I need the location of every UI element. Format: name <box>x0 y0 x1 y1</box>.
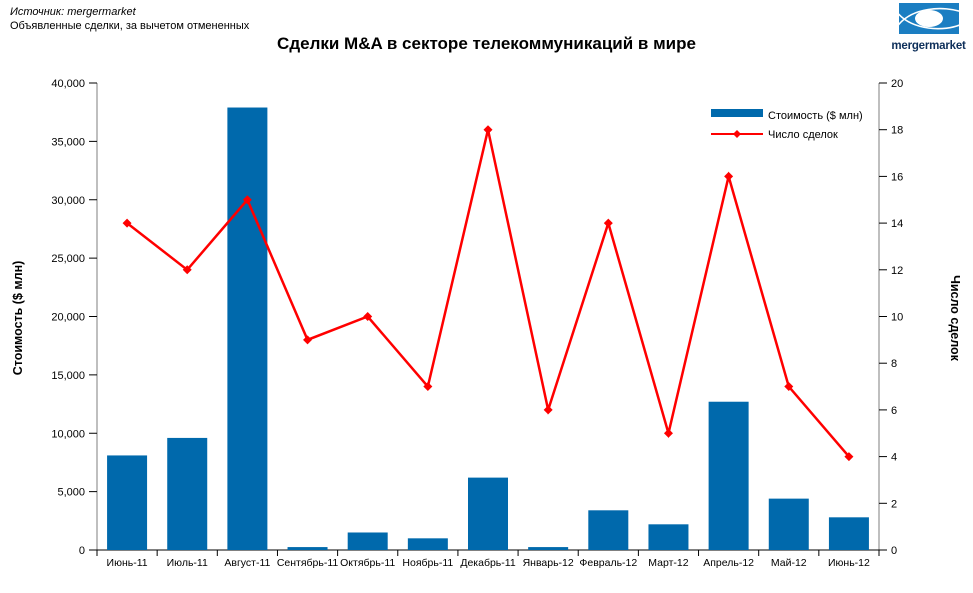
right-axis-tick-label: 16 <box>891 171 903 183</box>
chart-title: Сделки M&A в секторе телекоммуникаций в … <box>277 34 696 53</box>
line-point-Ноябрь-11 <box>423 382 433 392</box>
legend-line-marker <box>733 130 741 138</box>
x-axis-label: Июль-11 <box>167 557 208 569</box>
line-point-Сентябрь-11 <box>303 335 313 345</box>
line-point-Август-11 <box>242 195 252 205</box>
right-axis-tick-label: 10 <box>891 312 903 324</box>
right-axis-title: Число сделок <box>948 275 962 362</box>
bar-Январь-12 <box>528 547 569 550</box>
right-axis-tick-label: 20 <box>891 78 903 90</box>
left-axis-tick-label: 20,000 <box>51 312 85 324</box>
bar-Август-11 <box>227 107 268 550</box>
left-axis-tick-label: 25,000 <box>51 253 85 265</box>
line-point-Март-12 <box>663 428 673 438</box>
line-point-Декабрь-11 <box>483 125 493 135</box>
left-axis-tick-label: 5,000 <box>57 487 85 499</box>
right-axis-tick-label: 4 <box>891 452 897 464</box>
bar-Июнь-11 <box>107 455 148 550</box>
bar-Декабрь-11 <box>468 477 508 550</box>
right-axis-tick-label: 14 <box>891 218 903 230</box>
mergermarket-logo: mergermarket <box>884 3 973 52</box>
bar-Апрель-12 <box>708 401 749 550</box>
x-axis-label: Сентябрь-11 <box>277 557 339 569</box>
bar-Сентябрь-11 <box>287 547 328 550</box>
left-axis-tick-label: 30,000 <box>51 195 85 207</box>
source-line-1: Источник: mergermarket <box>10 6 136 18</box>
x-axis-label: Май-12 <box>771 557 807 569</box>
line-point-Апрель-12 <box>724 171 734 181</box>
left-axis-tick-label: 15,000 <box>51 370 85 382</box>
left-axis-tick-label: 0 <box>79 545 85 557</box>
line-point-Февраль-12 <box>603 218 613 228</box>
right-axis-tick-label: 6 <box>891 405 897 417</box>
x-axis-label: Июнь-11 <box>107 557 148 569</box>
right-axis-tick-label: 8 <box>891 358 897 370</box>
x-axis-label: Ноябрь-11 <box>402 557 453 569</box>
legend-label-value: Стоимость ($ млн) <box>768 110 863 122</box>
line-point-Январь-12 <box>543 405 553 415</box>
right-axis-tick-label: 12 <box>891 265 903 277</box>
bar-Май-12 <box>768 498 809 550</box>
mergermarket-logo-text: mergermarket <box>891 40 966 52</box>
line-point-Июнь-12 <box>844 452 854 462</box>
right-axis-tick-label: 2 <box>891 498 897 510</box>
left-axis-tick-label: 35,000 <box>51 136 85 148</box>
plot-area: 0 5,000 10,000 15,000 20,000 25,000 30,000 35,0… <box>51 78 903 569</box>
line-point-Июнь-11 <box>122 218 132 228</box>
x-axis-label: Январь-12 <box>523 557 574 569</box>
bar-Ноябрь-11 <box>407 538 448 550</box>
bar-Февраль-12 <box>588 510 629 550</box>
line-point-Октябрь-11 <box>363 312 373 321</box>
legend: Стоимость ($ млн) Число сделок <box>711 109 863 141</box>
x-axis-label: Август-11 <box>224 557 270 569</box>
mergermarket-logo-mark <box>894 3 962 34</box>
bar-Октябрь-11 <box>347 532 388 550</box>
x-axis-label: Июнь-12 <box>828 557 870 569</box>
right-axis-tick-label: 0 <box>891 545 897 557</box>
bar-Март-12 <box>648 524 689 550</box>
source-line-2: Объявленные сделки, за вычетом отмененны… <box>10 20 250 32</box>
left-axis-title: Стоимость ($ млн) <box>11 261 25 376</box>
left-axis-tick-label: 40,000 <box>51 78 85 90</box>
x-axis-label: Март-12 <box>648 557 688 569</box>
line-point-Май-12 <box>784 382 794 392</box>
bar-Июль-11 <box>167 437 208 550</box>
x-axis-label: Декабрь-11 <box>460 557 515 569</box>
x-axis-label: Октябрь-11 <box>340 557 395 569</box>
source-note: Источник: mergermarket Объявленные сделк… <box>10 5 249 33</box>
line-point-Июль-11 <box>182 265 192 275</box>
legend-label-count: Число сделок <box>768 129 838 141</box>
x-axis-label: Февраль-12 <box>579 557 637 569</box>
x-axis-label: Апрель-12 <box>703 557 754 569</box>
bar-Июнь-12 <box>828 517 869 550</box>
left-axis-tick-label: 10,000 <box>51 428 85 440</box>
right-axis-tick-label: 18 <box>891 125 903 137</box>
legend-bar-swatch <box>711 109 763 117</box>
